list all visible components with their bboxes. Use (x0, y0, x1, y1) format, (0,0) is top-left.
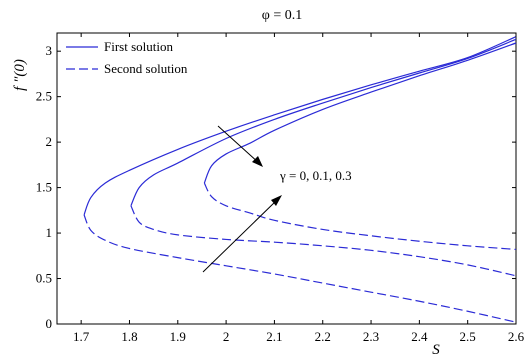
curve-gamma-0-3-first-solution (203, 42, 517, 184)
y-tick-label: 3 (46, 43, 53, 58)
legend: First solution Second solution (66, 39, 188, 76)
x-tick-label: 1.7 (73, 329, 90, 344)
legend-first-solution-label: First solution (104, 39, 173, 54)
curve-gamma-0-second-solution (83, 214, 517, 323)
y-tick-label: 0 (46, 316, 53, 331)
legend-second-solution-label: Second solution (104, 61, 188, 76)
curve-gamma-0-1-second-solution (130, 205, 517, 277)
curve-gamma-0-3-second-solution (203, 182, 517, 251)
y-tick-label: 0.5 (36, 271, 52, 286)
gamma-annotation-text: γ = 0, 0.1, 0.3 (279, 168, 352, 183)
gamma-annotation: γ = 0, 0.1, 0.3 (202, 125, 352, 273)
x-tick-label: 2 (223, 329, 230, 344)
chart-title: φ = 0.1 (262, 8, 302, 23)
axes-box (56, 32, 517, 325)
y-axis-label: f ″(0) (12, 59, 28, 91)
x-tick-label: 2.5 (460, 329, 476, 344)
x-tick-label: 2.6 (508, 329, 524, 344)
ticks: 1.7 1.8 1.9 2 2.1 2.2 2.3 2.4 2.5 2.6 0 0.5 1 1.5 2 2.5… (36, 33, 524, 344)
x-tick-label: 2.3 (363, 329, 379, 344)
x-tick-label: 1.8 (121, 329, 137, 344)
y-tick-label: 1.5 (36, 180, 52, 195)
y-tick-label: 1 (46, 225, 53, 240)
plot-area: 1.7 1.8 1.9 2 2.1 2.2 2.3 2.4 2.5 2.6 0 0.5 1 1.5 2 2.5… (36, 32, 524, 344)
y-tick-label: 2 (46, 134, 53, 149)
curves (83, 36, 517, 323)
arrow-upper (217, 125, 260, 164)
x-tick-label: 1.9 (170, 329, 186, 344)
arrow-upper-head (252, 156, 263, 167)
y-tick-label: 2.5 (36, 89, 52, 104)
arrow-lower-head (271, 195, 282, 206)
x-tick-label: 2.4 (411, 329, 428, 344)
curve-gamma-0-1-first-solution (130, 38, 517, 207)
arrow-lower (202, 199, 278, 273)
curve-gamma-0-first-solution (83, 36, 517, 216)
x-axis-label: S (432, 342, 440, 358)
x-tick-label: 2.1 (266, 329, 282, 344)
x-tick-label: 2.2 (315, 329, 331, 344)
